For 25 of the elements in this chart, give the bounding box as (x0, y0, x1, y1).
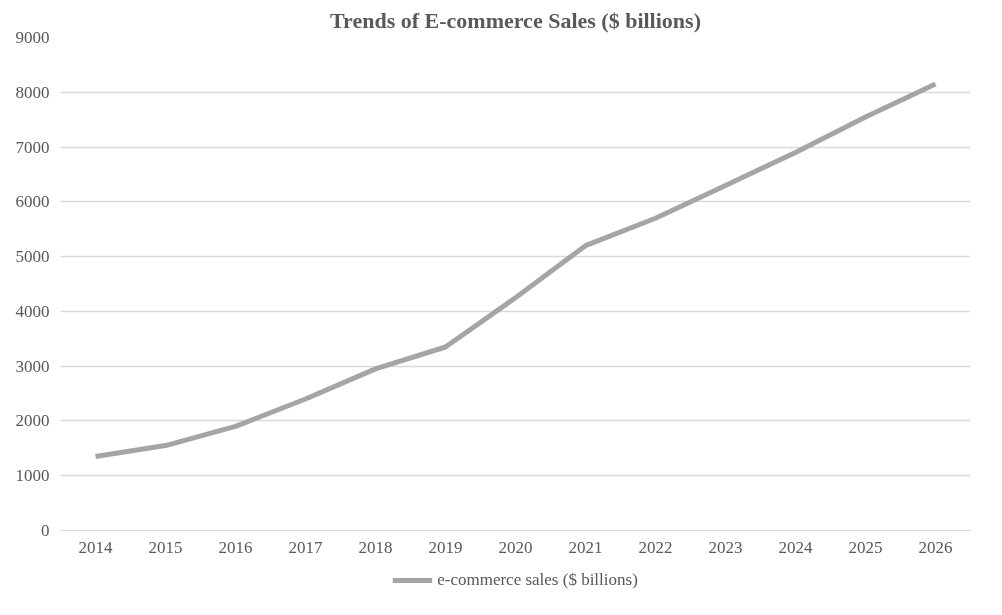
chart-title: Trends of E-commerce Sales ($ billions) (330, 7, 701, 33)
y-tick-label: 2000 (15, 411, 50, 431)
y-tick-label: 4000 (15, 301, 50, 321)
y-tick-label: 6000 (15, 192, 50, 212)
y-tick-label: 9000 (15, 28, 50, 47)
x-tick-label: 2026 (918, 537, 953, 557)
x-tick-label: 2017 (288, 537, 323, 557)
y-tick-label: 0 (41, 521, 50, 540)
x-tick-label: 2023 (708, 537, 743, 557)
x-tick-label: 2018 (358, 537, 393, 557)
y-tick-label: 8000 (15, 82, 50, 102)
x-tick-label: 2021 (568, 537, 603, 557)
y-tick-label: 5000 (15, 247, 50, 267)
x-tick-label: 2015 (148, 537, 183, 557)
y-tick-label: 1000 (15, 466, 50, 486)
x-tick-label: 2024 (778, 537, 813, 557)
x-tick-label: 2014 (78, 537, 113, 557)
legend-label: e-commerce sales ($ billions) (437, 570, 638, 590)
x-tick-label: 2022 (638, 537, 673, 557)
y-tick-label: 3000 (15, 356, 50, 376)
x-tick-label: 2016 (218, 537, 253, 557)
y-tick-label: 7000 (15, 137, 50, 157)
x-tick-label: 2020 (498, 537, 533, 557)
x-tick-label: 2019 (428, 537, 463, 557)
x-tick-label: 2025 (848, 537, 883, 557)
